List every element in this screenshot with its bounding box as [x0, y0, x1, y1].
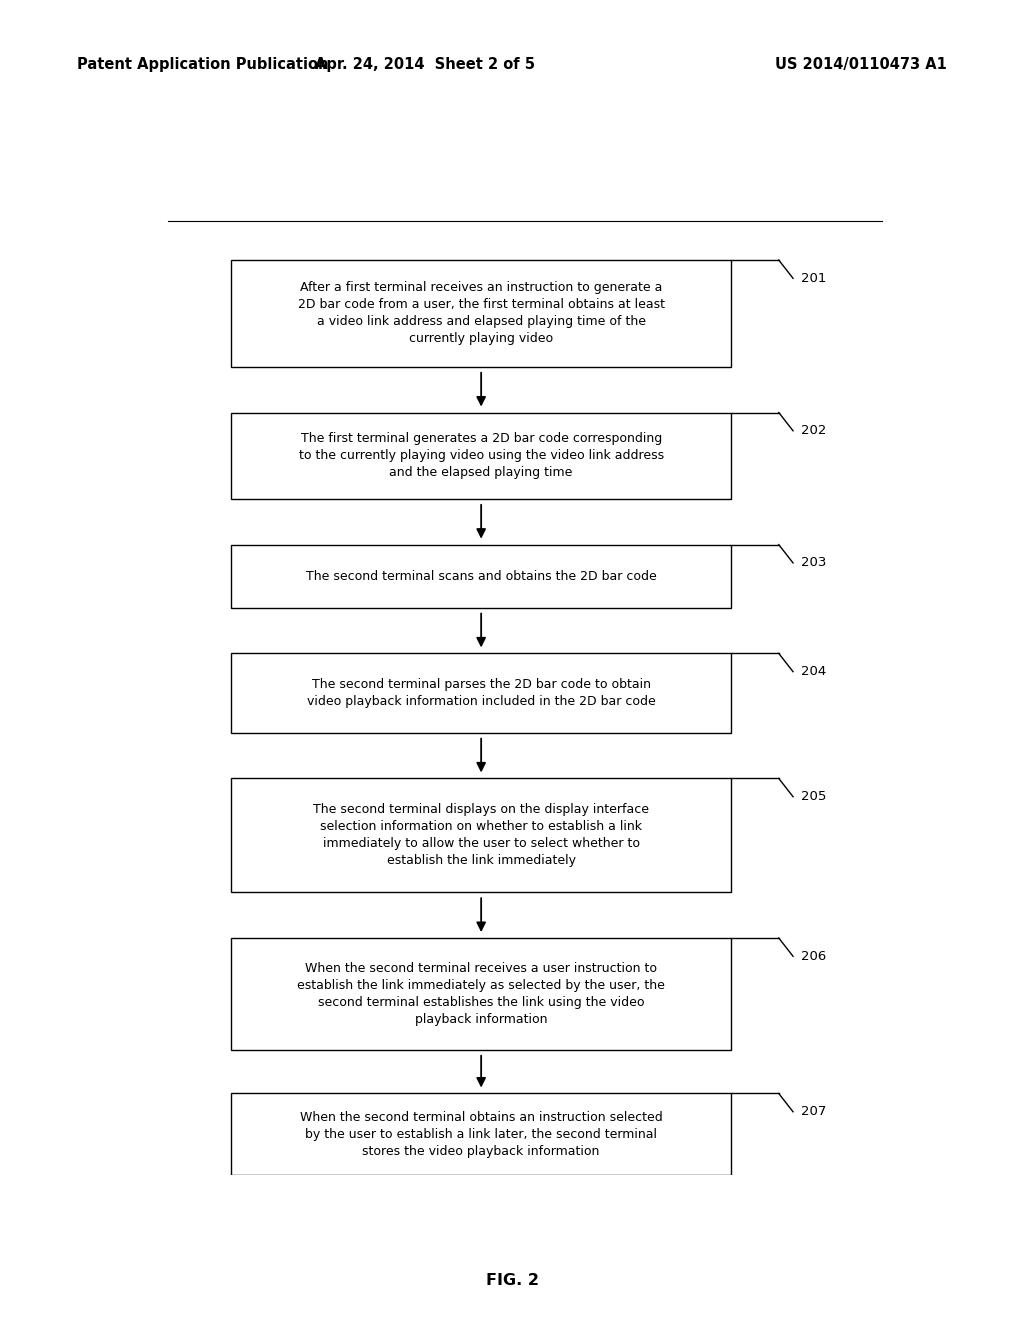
Text: 205: 205	[801, 791, 826, 803]
Text: Apr. 24, 2014  Sheet 2 of 5: Apr. 24, 2014 Sheet 2 of 5	[315, 57, 535, 71]
Bar	[231, 545, 731, 607]
Text: 207: 207	[801, 1105, 826, 1118]
Bar	[231, 1093, 731, 1175]
Text: After a first terminal receives an instruction to generate a
2D bar code from a : After a first terminal receives an instr…	[298, 281, 665, 346]
Text: The second terminal parses the 2D bar code to obtain
video playback information : The second terminal parses the 2D bar co…	[307, 678, 655, 708]
Text: Patent Application Publication: Patent Application Publication	[77, 57, 329, 71]
Text: The second terminal displays on the display interface
selection information on w: The second terminal displays on the disp…	[313, 804, 649, 867]
Text: 201: 201	[801, 272, 826, 285]
Text: 202: 202	[801, 424, 826, 437]
Text: The second terminal scans and obtains the 2D bar code: The second terminal scans and obtains th…	[306, 570, 656, 582]
Text: 206: 206	[801, 950, 826, 962]
Text: US 2014/0110473 A1: US 2014/0110473 A1	[775, 57, 947, 71]
Text: When the second terminal receives a user instruction to
establish the link immed: When the second terminal receives a user…	[297, 962, 666, 1026]
Text: FIG. 2: FIG. 2	[485, 1272, 539, 1288]
Bar	[231, 939, 731, 1049]
Text: 203: 203	[801, 557, 826, 569]
Bar	[231, 653, 731, 733]
Bar	[231, 412, 731, 499]
Text: The first terminal generates a 2D bar code corresponding
to the currently playin: The first terminal generates a 2D bar co…	[299, 432, 664, 479]
Text: When the second terminal obtains an instruction selected
by the user to establis: When the second terminal obtains an inst…	[300, 1110, 663, 1158]
Text: 204: 204	[801, 665, 826, 678]
Bar	[231, 779, 731, 892]
Bar	[231, 260, 731, 367]
